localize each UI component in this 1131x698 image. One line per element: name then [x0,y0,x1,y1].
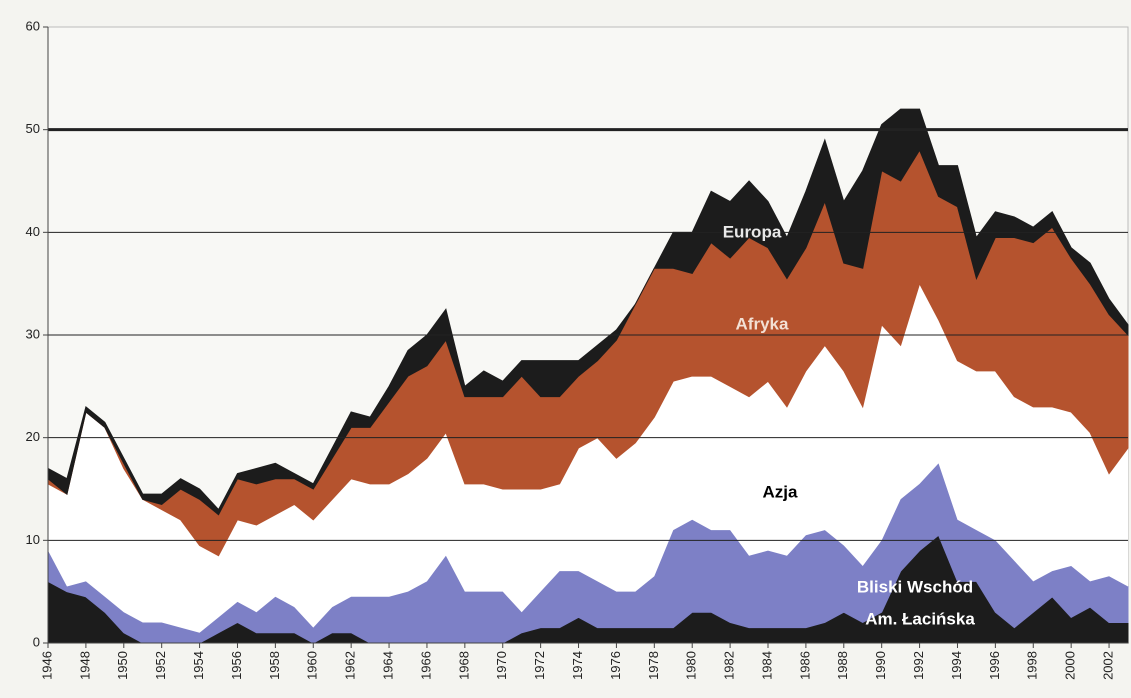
x-tick-label: 1952 [153,651,168,680]
x-tick-label: 1990 [873,651,888,680]
x-tick-label: 1994 [949,651,964,680]
series-label: Bliski Wschód [857,577,973,596]
x-tick-label: 1982 [722,651,737,680]
x-tick-label: 1972 [532,651,547,680]
area [48,283,1128,633]
series-label: Europa [723,222,782,241]
series-label: Azja [763,482,799,501]
x-tick-label: 1948 [77,651,92,680]
x-tick-label: 2000 [1063,651,1078,680]
x-tick-label: 1966 [418,651,433,680]
x-tick-label: 1958 [267,651,282,680]
x-tick-label: 1976 [608,651,623,680]
x-tick-label: 1996 [987,651,1002,680]
y-tick-label: 50 [26,121,40,136]
y-tick-label: 0 [33,634,40,649]
y-tick-label: 30 [26,326,40,341]
x-tick-label: 1960 [305,651,320,680]
x-tick-label: 1968 [456,651,471,680]
y-tick-label: 40 [26,224,40,239]
x-tick-label: 1984 [759,651,774,680]
y-tick-label: 10 [26,532,40,547]
x-tick-label: 1998 [1025,651,1040,680]
x-tick-label: 1986 [797,651,812,680]
x-tick-label: 1964 [380,651,395,680]
x-tick-label: 1980 [684,651,699,680]
series-label: Am. Łacińska [865,609,975,628]
x-tick-label: 1954 [191,651,206,680]
x-tick-label: 1974 [570,651,585,680]
y-tick-label: 60 [26,18,40,33]
x-tick-label: 2002 [1100,651,1115,680]
x-tick-label: 1978 [646,651,661,680]
x-tick-label: 1962 [343,651,358,680]
y-tick-label: 20 [26,429,40,444]
x-tick-label: 1970 [494,651,509,680]
x-tick-label: 1946 [39,651,54,680]
x-tick-label: 1988 [835,651,850,680]
x-tick-label: 1956 [229,651,244,680]
series-label: Afryka [736,314,789,333]
x-tick-label: 1992 [911,651,926,680]
x-tick-label: 1950 [115,651,130,680]
